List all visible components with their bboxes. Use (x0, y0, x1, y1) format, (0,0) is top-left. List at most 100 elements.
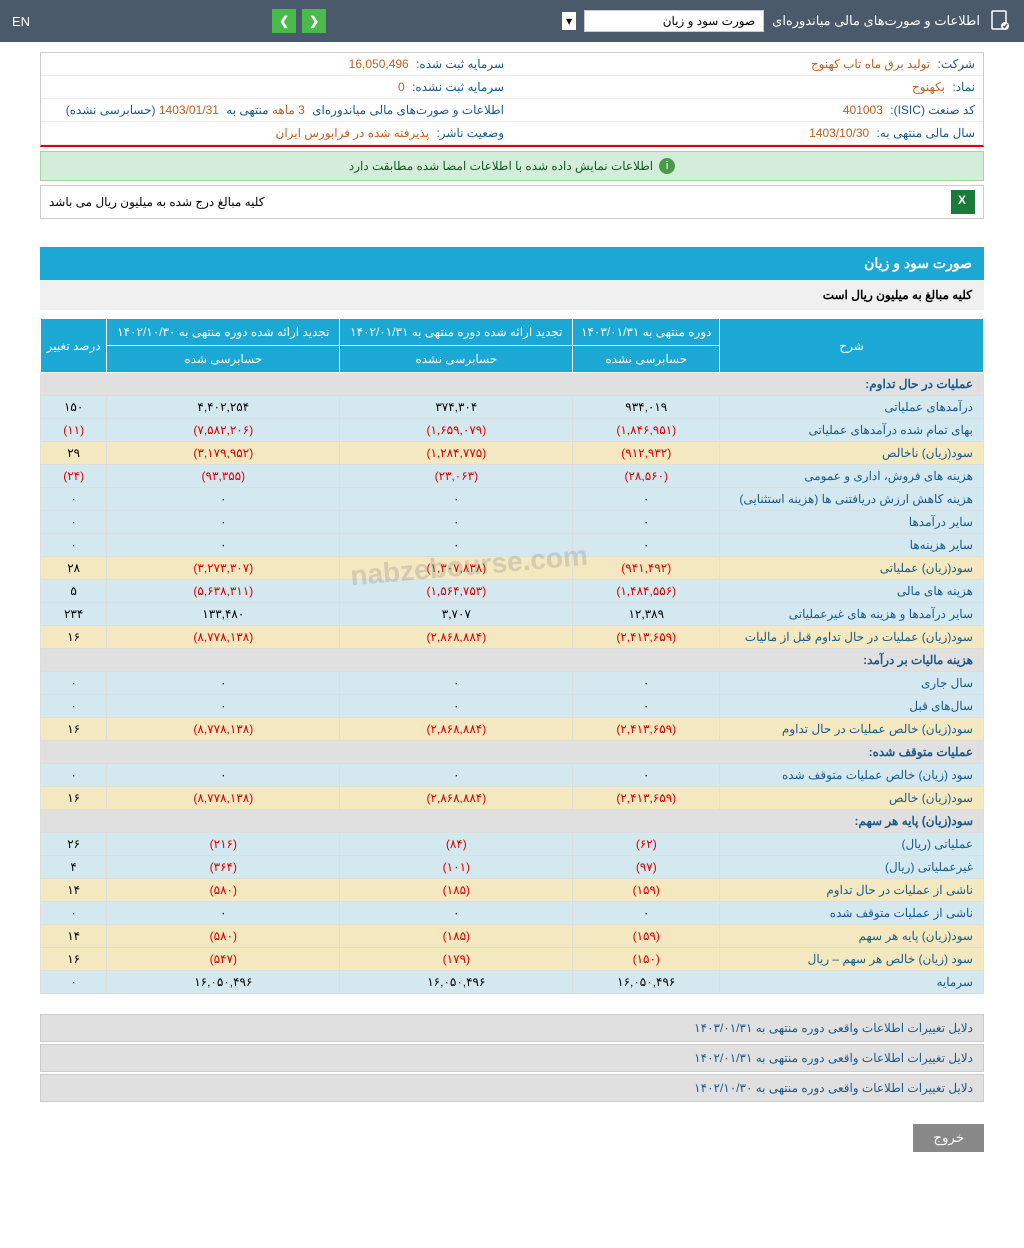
row-desc: سود (زیان) خالص هر سهم – ریال (720, 948, 984, 971)
col-change: درصد تغییر (41, 319, 107, 373)
row-value: (۶۲) (573, 833, 720, 856)
col-sub3: حسابرسی شده (107, 346, 340, 373)
row-value: ۰ (41, 511, 107, 534)
isic-label: کد صنعت (ISIC): (890, 103, 975, 117)
col-period2: تجدید ارائه شده دوره منتهی به ۱۴۰۲/۰۱/۳۱ (340, 319, 573, 346)
excel-export-icon[interactable] (951, 190, 975, 214)
report-dropdown[interactable]: صورت سود و زیان (584, 10, 764, 32)
row-desc: سود(زیان) عملیات در حال تداوم قبل از مال… (720, 626, 984, 649)
row-value: (۸۴) (340, 833, 573, 856)
row-value: (۹۳,۳۵۵) (107, 465, 340, 488)
row-value: ۰ (340, 488, 573, 511)
signature-banner: i اطلاعات نمایش داده شده با اطلاعات امضا… (40, 151, 984, 181)
row-value: (۵۸۰) (107, 925, 340, 948)
row-value: ۰ (41, 672, 107, 695)
row-value: (۸,۷۷۸,۱۳۸) (107, 787, 340, 810)
group-header: عملیات متوقف شده: (41, 741, 984, 764)
col-period1: دوره منتهی به ۱۴۰۳/۰۱/۳۱ (573, 319, 720, 346)
row-value: (۳۶۴) (107, 856, 340, 879)
row-value: ۲۶ (41, 833, 107, 856)
publisher-status-value: پذیرفته شده در فرابورس ایران (276, 126, 430, 140)
group-header: عملیات در حال تداوم: (41, 373, 984, 396)
exit-button[interactable]: خروج (913, 1124, 984, 1152)
row-value: (۷,۵۸۲,۲۰۶) (107, 419, 340, 442)
capital-reg-value: 16,050,496 (349, 57, 409, 71)
row-value: ۳,۷۰۷ (340, 603, 573, 626)
fiscal-label: سال مالی منتهی به: (877, 126, 975, 140)
row-value: (۱,۳۰۷,۸۳۸) (340, 557, 573, 580)
row-value: ۱۳۳,۴۸۰ (107, 603, 340, 626)
capital-unreg-value: 0 (398, 80, 405, 94)
row-desc: ناشی از عملیات در حال تداوم (720, 879, 984, 902)
isic-value: 401003 (843, 103, 883, 117)
row-value: (۱۸۵) (340, 879, 573, 902)
row-value: ۰ (340, 764, 573, 787)
row-value: ۰ (41, 488, 107, 511)
dropdown-arrow-icon[interactable]: ▾ (562, 12, 576, 30)
row-value: ۴,۴۰۲,۲۵۴ (107, 396, 340, 419)
group-header: هزینه مالیات بر درآمد: (41, 649, 984, 672)
banner-text: اطلاعات نمایش داده شده با اطلاعات امضا ش… (349, 159, 653, 173)
reason-row[interactable]: دلایل تغییرات اطلاعات واقعی دوره منتهی ب… (40, 1044, 984, 1072)
row-desc: سود (زیان) خالص عملیات متوقف شده (720, 764, 984, 787)
row-desc: سایر درآمدها و هزینه های غیرعملیاتی (720, 603, 984, 626)
row-value: ۰ (573, 764, 720, 787)
row-desc: سود(زیان) پایه هر سهم (720, 925, 984, 948)
report-type-label: اطلاعات و صورت‌های مالی میاندوره‌ای (312, 103, 504, 117)
row-value: ۰ (41, 764, 107, 787)
row-value: (۱۸۵) (340, 925, 573, 948)
info-icon: i (659, 158, 675, 174)
language-toggle[interactable]: EN (12, 14, 30, 29)
row-desc: ناشی از عملیات متوقف شده (720, 902, 984, 925)
ending-label: منتهی به (226, 103, 268, 117)
row-value: ۱۴ (41, 879, 107, 902)
group-header: سود(زیان) پایه هر سهم: (41, 810, 984, 833)
row-value: (۲,۴۱۳,۶۵۹) (573, 787, 720, 810)
row-desc: سایر درآمدها (720, 511, 984, 534)
row-value: (۲,۴۱۳,۶۵۹) (573, 626, 720, 649)
row-value: ۱۶,۰۵۰,۴۹۶ (340, 971, 573, 994)
row-value: (۲۴) (41, 465, 107, 488)
row-value: ۱۶,۰۵۰,۴۹۶ (107, 971, 340, 994)
row-value: (۹۱۲,۹۳۲) (573, 442, 720, 465)
row-value: (۹۴۱,۴۹۲) (573, 557, 720, 580)
row-value: ۱۶,۰۵۰,۴۹۶ (573, 971, 720, 994)
topbar: اطلاعات و صورت‌های مالی میاندوره‌ای صورت… (0, 0, 1024, 42)
row-desc: سرمایه (720, 971, 984, 994)
row-value: ۲۹ (41, 442, 107, 465)
capital-unreg-label: سرمایه ثبت نشده: (412, 80, 504, 94)
row-value: (۱۵۹) (573, 879, 720, 902)
page-title: اطلاعات و صورت‌های مالی میاندوره‌ای (772, 13, 980, 29)
row-value: ۰ (107, 902, 340, 925)
row-value: (۵,۶۳۸,۳۱۱) (107, 580, 340, 603)
row-desc: درآمدهای عملیاتی (720, 396, 984, 419)
row-value: ۰ (107, 488, 340, 511)
row-desc: سایر هزینه‌ها (720, 534, 984, 557)
reason-row[interactable]: دلایل تغییرات اطلاعات واقعی دوره منتهی ب… (40, 1074, 984, 1102)
symbol-value: بکهنوج (912, 80, 945, 94)
reason-row[interactable]: دلایل تغییرات اطلاعات واقعی دوره منتهی ب… (40, 1014, 984, 1042)
publisher-status-label: وضعیت ناشر: (436, 126, 504, 140)
nav-prev-button[interactable]: ❮ (302, 9, 326, 33)
row-value: (۱,۵۶۴,۷۵۳) (340, 580, 573, 603)
row-value: ۲۸ (41, 557, 107, 580)
row-value: ۱۵۰ (41, 396, 107, 419)
nav-next-button[interactable]: ❯ (272, 9, 296, 33)
col-sub1: حسابرسی نشده (573, 346, 720, 373)
row-value: ۱۲,۳۸۹ (573, 603, 720, 626)
row-value: ۰ (41, 534, 107, 557)
row-value: ۰ (107, 534, 340, 557)
row-desc: سود(زیان) عملیاتی (720, 557, 984, 580)
row-value: ۰ (107, 764, 340, 787)
row-value: ۰ (340, 511, 573, 534)
row-value: (۲,۸۶۸,۸۸۴) (340, 626, 573, 649)
row-value: (۱,۴۸۴,۵۵۶) (573, 580, 720, 603)
row-value: ۹۳۴,۰۱۹ (573, 396, 720, 419)
row-value: ۱۶ (41, 948, 107, 971)
currency-note: کلیه مبالغ درج شده به میلیون ریال می باش… (49, 195, 264, 209)
row-desc: هزینه های فروش، اداری و عمومی (720, 465, 984, 488)
row-desc: هزینه کاهش ارزش دریافتنی ها (هزینه استثن… (720, 488, 984, 511)
row-value: (۱۱) (41, 419, 107, 442)
row-value: (۲,۸۶۸,۸۸۴) (340, 718, 573, 741)
row-value: (۹۷) (573, 856, 720, 879)
